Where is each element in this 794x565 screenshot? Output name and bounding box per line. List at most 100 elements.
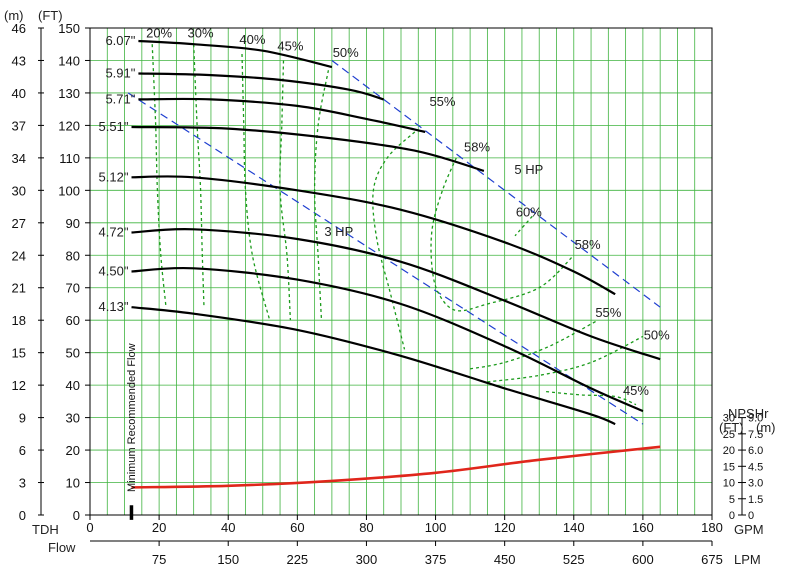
efficiency-line [514, 215, 533, 237]
y-m-tick-label: 30 [12, 183, 26, 198]
npshr-axis: 0 5 10 15 20 25 30 0 1.5 3.0 4.5 6.0 7.5 9.0 [723, 413, 764, 522]
y-m-tick-label: 15 [12, 346, 26, 361]
x-lpm-tick-label: 600 [632, 552, 654, 565]
efficiency-label: 55% [595, 305, 621, 320]
y-m-tick-label: 0 [19, 508, 26, 523]
efficiency-line [487, 335, 644, 383]
efficiency-label: 40% [239, 32, 265, 47]
npsh-m-tick-label: 7.5 [748, 429, 763, 441]
y-ft-tick-label: 0 [73, 508, 80, 523]
efficiency-line [430, 157, 575, 312]
y-m-tick-label: 18 [12, 313, 26, 328]
unit-feet: (FT) [38, 8, 63, 23]
unit-lpm: LPM [734, 552, 761, 565]
npsh-m-tick-label: 1.5 [748, 494, 763, 506]
impeller-curve [131, 175, 616, 296]
npsh-ft-tick-label: 30 [723, 413, 735, 425]
unit-meters: (m) [4, 8, 24, 23]
efficiency-label: 60% [516, 204, 542, 219]
y-ft-tick-label: 110 [59, 151, 80, 166]
x-lpm-tick-label: 150 [217, 552, 239, 565]
y-ft-tick-label: 50 [66, 346, 80, 361]
impeller-curves: 6.07" 5.91" 5.71" 5.51" 5.12" 4.72" 4.50" 4.13" [99, 33, 661, 426]
y-m-tick-label: 12 [12, 378, 26, 393]
label-flow: Flow [48, 540, 76, 555]
x-lpm-tick-label: 525 [563, 552, 585, 565]
impeller-label: 4.13" [99, 299, 129, 314]
y-ft-tick-label: 120 [58, 118, 80, 133]
npshr-curve [131, 445, 661, 489]
y-m-tick-label: 9 [19, 411, 26, 426]
x-lpm-tick-label: 75 [152, 552, 166, 565]
y-ft-tick-label: 40 [66, 378, 80, 393]
impeller-label: 5.71" [105, 91, 135, 106]
y-ft-tick-label: 80 [66, 248, 80, 263]
npsh-m-tick-label: 9.0 [748, 413, 763, 425]
y-m-tick-label: 24 [12, 248, 26, 263]
label-tdh: TDH [32, 522, 59, 537]
x-gpm-tick-label: 80 [359, 520, 373, 535]
efficiency-label: 45% [623, 383, 649, 398]
x-gpm-tick-label: 120 [494, 520, 516, 535]
y-ft-tick-label: 60 [66, 313, 80, 328]
npsh-ft-tick-label: 15 [723, 461, 735, 473]
impeller-curve [138, 72, 385, 101]
efficiency-lines: 20% 30% 40% 45% 50% 55% 58% 60% 58% 55% 50% 45% [146, 26, 670, 406]
npshr-curve-group [129, 445, 661, 520]
efficiency-line [313, 70, 330, 321]
efficiency-line [372, 131, 416, 350]
x-lpm-tick-label: 675 [701, 552, 723, 565]
x-gpm-tick-label: 140 [563, 520, 585, 535]
hp-label: 3 HP [324, 224, 353, 239]
efficiency-label: 58% [464, 139, 490, 154]
unit-npsh-m: (m) [756, 420, 776, 435]
min-flow-annotation: Minimum Recommended Flow [126, 343, 138, 492]
x-gpm-tick-label: 40 [221, 520, 235, 535]
impeller-curve [131, 228, 661, 361]
npsh-ft-tick-label: 5 [729, 494, 735, 506]
npsh-m-tick-label: 0 [748, 510, 754, 522]
efficiency-label: 58% [575, 237, 601, 252]
npsh-ft-tick-label: 20 [723, 445, 735, 457]
y-m-tick-label: 43 [12, 53, 26, 68]
efficiency-line [469, 319, 599, 370]
impeller-curve [131, 125, 485, 172]
y-m-tick-label: 40 [12, 86, 26, 101]
y-m-tick-label: 34 [12, 151, 26, 166]
y-ft-tick-label: 150 [58, 21, 80, 36]
y-m-tick-label: 6 [19, 443, 26, 458]
npsh-m-tick-label: 6.0 [748, 445, 763, 457]
efficiency-label: 30% [188, 26, 214, 41]
impeller-label: 5.91" [105, 65, 135, 80]
x-gpm-tick-label: 60 [290, 520, 304, 535]
y-ft-tick-label: 20 [66, 443, 80, 458]
impeller-label: 5.12" [99, 169, 129, 184]
x-lpm-tick-label: 375 [425, 552, 447, 565]
y-m-tick-label: 46 [12, 21, 26, 36]
impeller-label: 4.72" [99, 225, 129, 240]
x-lpm-tick-label: 225 [286, 552, 308, 565]
efficiency-label: 20% [146, 26, 172, 41]
x-gpm-tick-label: 100 [425, 520, 447, 535]
y-m-tick-label: 27 [12, 216, 26, 231]
y-ft-tick-label: 130 [58, 86, 80, 101]
npsh-ft-tick-label: 10 [723, 478, 735, 490]
impeller-curve [131, 306, 616, 426]
npsh-m-tick-label: 3.0 [748, 478, 763, 490]
y-ft-tick-label: 70 [66, 281, 80, 296]
y-ft-tick-label: 30 [66, 411, 80, 426]
efficiency-label: 45% [277, 39, 303, 54]
x-lpm-tick-label: 300 [356, 552, 378, 565]
y-ft-tick-label: 100 [58, 183, 80, 198]
npsh-ft-tick-label: 0 [729, 510, 735, 522]
y-m-tick-label: 37 [12, 118, 26, 133]
impeller-label: 4.50" [99, 264, 129, 279]
impeller-label: 5.51" [99, 119, 129, 134]
impeller-curve [138, 39, 333, 69]
hp-label: 5 HP [514, 162, 543, 177]
impeller-curve [138, 97, 426, 133]
npsh-m-tick-label: 4.5 [748, 461, 763, 473]
x-gpm-tick-label: 0 [86, 520, 93, 535]
